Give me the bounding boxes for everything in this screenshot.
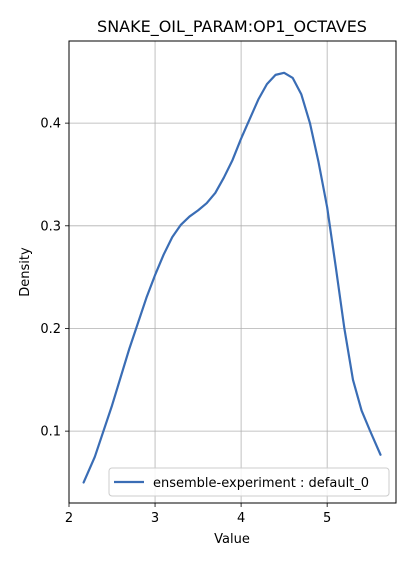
legend-box xyxy=(108,467,390,497)
x-tick-label: 4 xyxy=(237,511,245,526)
chart-title: SNAKE_OIL_PARAM:OP1_OCTAVES xyxy=(97,17,367,37)
y-tick-label: 0.4 xyxy=(40,117,61,132)
x-tick-label: 2 xyxy=(65,511,73,526)
x-tick-label: 5 xyxy=(323,511,331,526)
grid xyxy=(68,41,396,503)
plot-frame xyxy=(68,40,397,504)
y-tick-label: 0.3 xyxy=(40,219,61,234)
ticks: 2 3 4 5 0.1 0.2 0.3 0.4 xyxy=(40,117,331,526)
legend: ensemble-experiment : default_0 xyxy=(108,467,390,497)
x-tick-label: 3 xyxy=(151,511,159,526)
y-tick-label: 0.2 xyxy=(40,322,61,337)
series-line xyxy=(82,71,382,484)
legend-label: ensemble-experiment : default_0 xyxy=(153,476,369,491)
x-axis-label: Value xyxy=(214,532,250,547)
y-tick-label: 0.1 xyxy=(40,425,61,440)
y-axis-label: Density xyxy=(18,247,33,297)
series-layer xyxy=(82,71,382,484)
